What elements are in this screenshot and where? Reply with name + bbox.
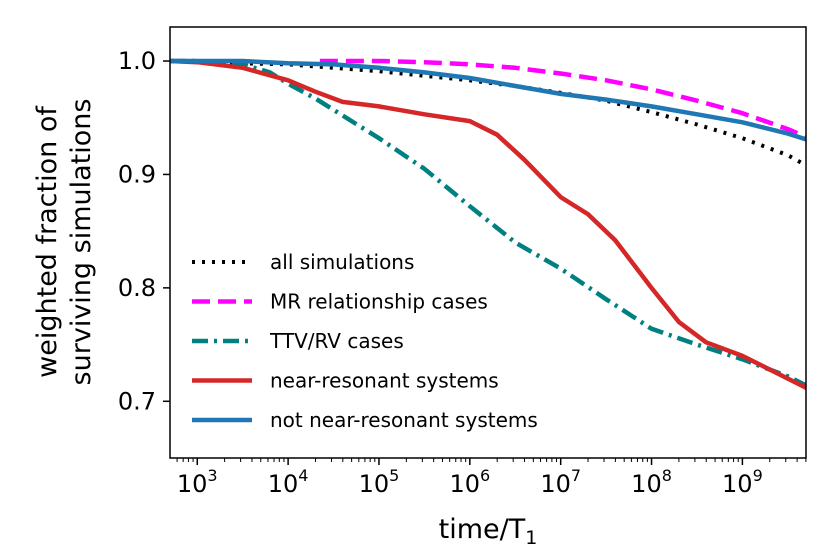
legend-label-5: not near-resonant systems	[270, 408, 538, 432]
y-axis-label-line2: surviving simulations	[66, 99, 97, 386]
x-tick-label: 104	[268, 466, 309, 498]
y-axis-label-line1: weighted fraction of	[32, 105, 63, 378]
plot-frame	[169, 26, 807, 459]
series-layer	[170, 58, 806, 390]
legend-label-1: all simulations	[270, 250, 414, 274]
y-tick-label: 0.7	[118, 387, 156, 415]
x-tick-label: 105	[359, 466, 400, 498]
legend-label-4: near-resonant systems	[270, 369, 499, 393]
series-line-5	[170, 58, 806, 142]
legend: all simulations MR relationship cases TTV/…	[192, 250, 538, 432]
x-axis: 103 104 105 106 107 108 109	[176, 458, 807, 498]
series-line-3	[170, 58, 806, 388]
y-tick-label: 0.8	[118, 274, 156, 302]
y-axis: 0.7 0.8 0.9 1.0	[118, 47, 170, 415]
x-tick-label: 107	[540, 466, 581, 498]
series-line-1	[170, 59, 806, 168]
series-line-4	[170, 58, 806, 390]
x-tick-label: 103	[177, 466, 218, 498]
series-line-2	[319, 58, 806, 140]
y-tick-label: 1.0	[118, 47, 156, 75]
x-tick-label: 106	[449, 466, 490, 498]
x-axis-label: time/T1	[439, 514, 538, 549]
legend-label-3: TTV/RV cases	[269, 329, 404, 353]
x-tick-label: 109	[722, 466, 763, 498]
y-tick-label: 0.9	[118, 160, 156, 188]
x-tick-label: 108	[631, 466, 672, 498]
legend-label-2: MR relationship cases	[270, 290, 488, 314]
